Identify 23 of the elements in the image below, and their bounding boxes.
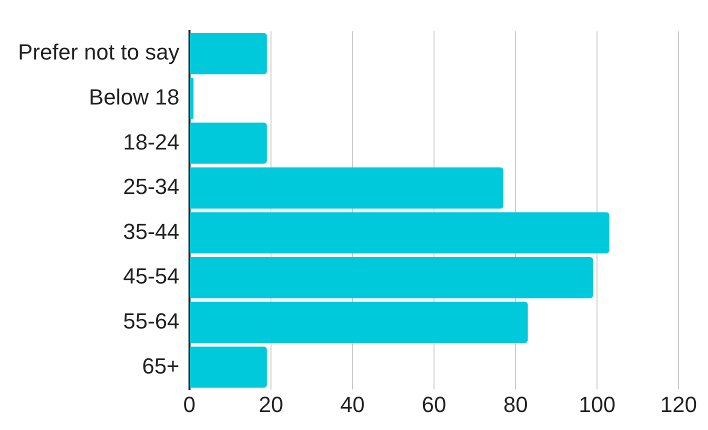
bar [190, 78, 194, 120]
y-tick-label: 18-24 [123, 129, 180, 154]
bar [190, 256, 594, 298]
y-tick-label: 35-44 [123, 218, 180, 244]
bar [190, 32, 267, 74]
y-tick-label: 45-54 [123, 264, 180, 289]
y-tick-label: Below 18 [88, 84, 180, 110]
bar [190, 167, 504, 209]
bar [190, 302, 528, 344]
x-tick-label: 120 [660, 392, 698, 417]
x-tick-label: 100 [578, 392, 616, 417]
y-tick-label: 55-64 [123, 308, 180, 334]
y-tick-label: 65+ [142, 353, 180, 378]
x-tick-label: 80 [503, 392, 528, 417]
bar [190, 346, 267, 388]
x-tick-label: 0 [183, 392, 196, 417]
x-tick-label: 60 [422, 392, 446, 417]
y-tick-label: 25-34 [123, 174, 180, 200]
bar [190, 212, 610, 254]
y-tick-label: Prefer not to say [18, 40, 180, 65]
bar [190, 122, 267, 164]
x-tick-label: 20 [258, 392, 284, 417]
x-tick-label: 40 [340, 392, 365, 417]
